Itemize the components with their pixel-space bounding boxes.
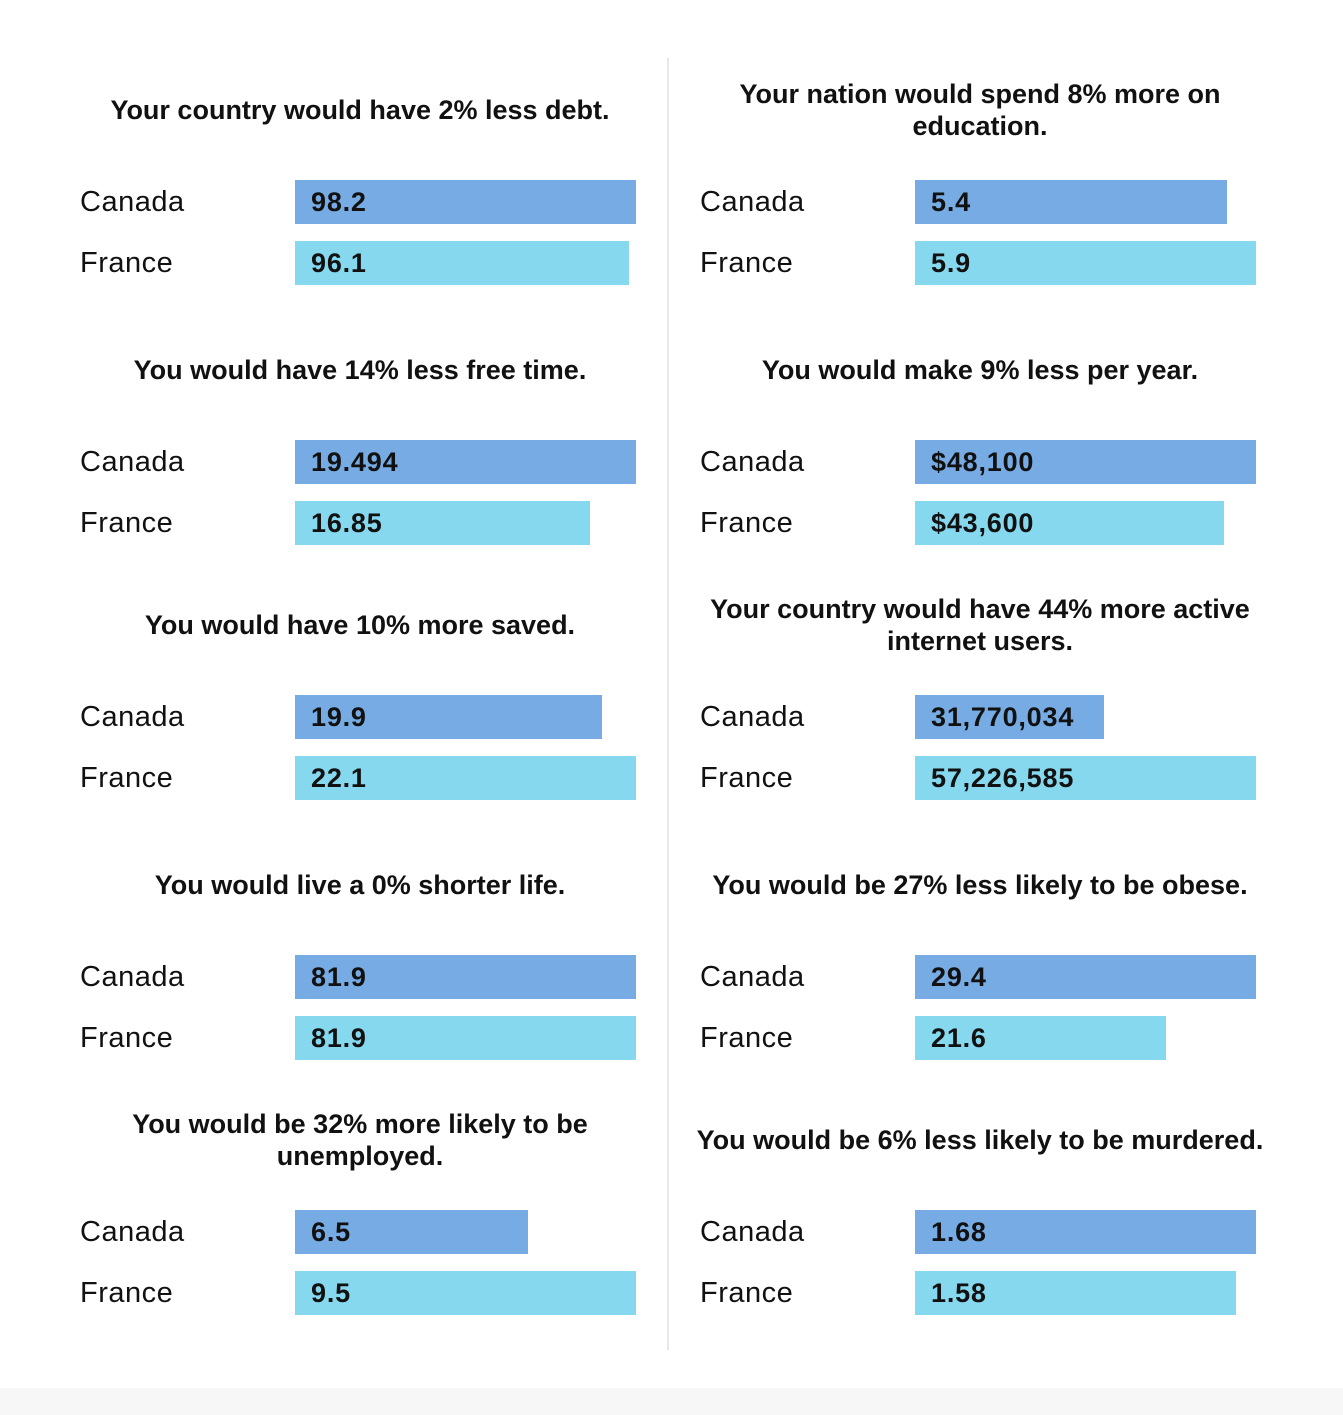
panel-title: Your country would have 2% less debt. bbox=[110, 95, 610, 125]
country-label-canada: Canada bbox=[700, 1216, 805, 1248]
comparison-panel: You would have 10% more saved. Canada 19.9… bbox=[75, 590, 645, 820]
panel-title: You would have 14% less free time. bbox=[133, 355, 587, 385]
bar-value-france: 22.1 bbox=[311, 763, 367, 793]
bar-canada bbox=[915, 955, 1256, 999]
country-label-france: France bbox=[80, 1277, 174, 1309]
bar-value-france: 57,226,585 bbox=[931, 763, 1075, 793]
bar-canada bbox=[915, 440, 1256, 484]
bar-france bbox=[915, 1016, 1166, 1060]
country-label-canada: Canada bbox=[80, 1216, 185, 1248]
bar-value-canada: 31,770,034 bbox=[931, 702, 1075, 732]
panel-title: Your nation would spend 8% more on educa… bbox=[739, 79, 1221, 141]
bar-value-france: 96.1 bbox=[311, 248, 367, 278]
bar-value-france: 21.6 bbox=[931, 1023, 987, 1053]
bar-value-canada: 19.9 bbox=[311, 702, 367, 732]
comparison-panel: You would live a 0% shorter life. Canada 8… bbox=[75, 850, 645, 1080]
bar-value-canada: 19.494 bbox=[311, 447, 399, 477]
country-label-france: France bbox=[700, 1022, 794, 1054]
country-label-canada: Canada bbox=[700, 961, 805, 993]
bottom-band bbox=[0, 1388, 1343, 1415]
country-label-france: France bbox=[700, 507, 794, 539]
bar-value-canada: $48,100 bbox=[931, 447, 1035, 477]
column-divider bbox=[667, 58, 669, 1350]
country-label-canada: Canada bbox=[80, 446, 185, 478]
country-label-france: France bbox=[80, 247, 174, 279]
bar-value-france: 81.9 bbox=[311, 1023, 367, 1053]
bar-value-canada: 5.4 bbox=[931, 187, 971, 217]
bar-canada bbox=[915, 695, 1104, 739]
panel-title: Your country would have 44% more active … bbox=[710, 594, 1250, 656]
bar-value-canada: 81.9 bbox=[311, 962, 367, 992]
bar-france bbox=[295, 501, 590, 545]
bar-value-canada: 29.4 bbox=[931, 962, 987, 992]
country-label-france: France bbox=[700, 762, 794, 794]
bar-france bbox=[915, 241, 1256, 285]
bar-value-canada: 98.2 bbox=[311, 187, 367, 217]
comparison-panel: You would make 9% less per year. Canada $4… bbox=[695, 335, 1265, 565]
bar-france bbox=[295, 1271, 636, 1315]
comparison-panel: Your country would have 44% more active … bbox=[695, 590, 1265, 820]
country-label-canada: Canada bbox=[700, 186, 805, 218]
country-label-canada: Canada bbox=[80, 186, 185, 218]
country-label-france: France bbox=[80, 1022, 174, 1054]
bar-canada bbox=[295, 440, 636, 484]
bar-canada bbox=[295, 695, 602, 739]
panel-title: You would have 10% more saved. bbox=[144, 610, 576, 640]
country-label-canada: Canada bbox=[700, 701, 805, 733]
bar-value-france: 9.5 bbox=[311, 1278, 351, 1308]
comparison-panel: Your country would have 2% less debt. Can… bbox=[75, 75, 645, 305]
panel-title: You would be 6% less likely to be murder… bbox=[696, 1125, 1264, 1155]
comparison-panel: Your nation would spend 8% more on educa… bbox=[695, 75, 1265, 305]
bar-canada bbox=[295, 955, 636, 999]
country-label-france: France bbox=[700, 247, 794, 279]
comparison-panel: You would be 27% less likely to be obese… bbox=[695, 850, 1265, 1080]
bar-value-france: 5.9 bbox=[931, 248, 971, 278]
panel-title: You would make 9% less per year. bbox=[761, 355, 1199, 385]
comparison-panel: You would have 14% less free time. Canada… bbox=[75, 335, 645, 565]
country-label-canada: Canada bbox=[80, 701, 185, 733]
panel-title: You would be 32% more likely to be unemp… bbox=[132, 1109, 588, 1171]
bar-canada bbox=[295, 180, 636, 224]
bar-value-canada: 6.5 bbox=[311, 1217, 351, 1247]
bar-france bbox=[915, 756, 1256, 800]
bar-value-france: 1.58 bbox=[931, 1278, 987, 1308]
bar-france bbox=[295, 1016, 636, 1060]
country-label-france: France bbox=[700, 1277, 794, 1309]
bar-canada bbox=[295, 1210, 528, 1254]
country-label-canada: Canada bbox=[80, 961, 185, 993]
bar-france bbox=[915, 501, 1224, 545]
bar-value-france: 16.85 bbox=[311, 508, 383, 538]
comparison-panel: You would be 32% more likely to be unemp… bbox=[75, 1105, 645, 1335]
country-label-france: France bbox=[80, 762, 174, 794]
country-label-france: France bbox=[80, 507, 174, 539]
bar-france bbox=[295, 756, 636, 800]
bar-canada bbox=[915, 1210, 1256, 1254]
bar-canada bbox=[915, 180, 1227, 224]
comparison-panel: You would be 6% less likely to be murder… bbox=[695, 1105, 1265, 1335]
country-label-canada: Canada bbox=[700, 446, 805, 478]
bar-france bbox=[915, 1271, 1236, 1315]
bar-value-france: $43,600 bbox=[931, 508, 1035, 538]
bar-value-canada: 1.68 bbox=[931, 1217, 987, 1247]
panel-title: You would live a 0% shorter life. bbox=[154, 870, 566, 900]
bar-france bbox=[295, 241, 629, 285]
panel-title: You would be 27% less likely to be obese… bbox=[712, 870, 1248, 900]
